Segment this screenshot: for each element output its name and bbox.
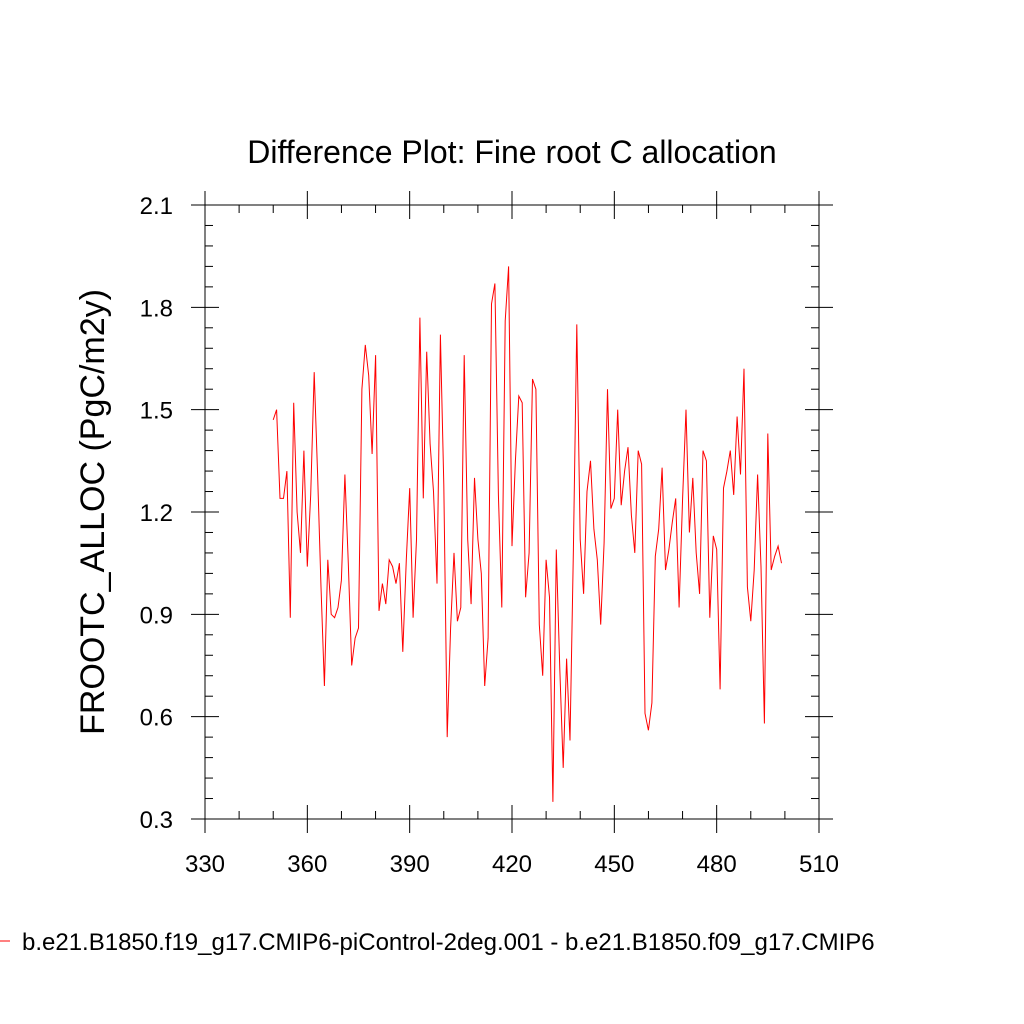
y-axis-label: FROOTC_ALLOC (PgC/m2y): [74, 289, 112, 735]
y-tick-label: 2.1: [140, 193, 173, 220]
y-tick-label: 0.6: [140, 705, 173, 732]
x-tick-label: 420: [492, 851, 532, 878]
x-tick-label: 510: [799, 851, 839, 878]
x-tick-label: 360: [287, 851, 327, 878]
y-tick-label: 1.2: [140, 500, 173, 527]
series-line: [272, 266, 782, 802]
series-layer: [272, 266, 782, 802]
x-tick-label: 480: [697, 851, 737, 878]
x-tick-label: 390: [390, 851, 430, 878]
y-tick-label: 1.5: [140, 398, 173, 425]
x-tick-label: 450: [594, 851, 634, 878]
chart-title: Difference Plot: Fine root C allocation: [247, 134, 776, 170]
y-tick-label: 0.3: [140, 807, 173, 834]
legend-label: b.e21.B1850.f19_g17.CMIP6-piControl-2deg…: [22, 929, 875, 956]
y-axis: 0.3 0.6 0.9 1.2 1.5 1.8 2.1: [140, 193, 833, 834]
y-tick-label: 0.9: [140, 602, 173, 629]
x-tick-label: 330: [185, 851, 225, 878]
x-axis: 330 360 390 420 450 480 510: [185, 191, 839, 878]
y-tick-label: 1.8: [140, 295, 173, 322]
